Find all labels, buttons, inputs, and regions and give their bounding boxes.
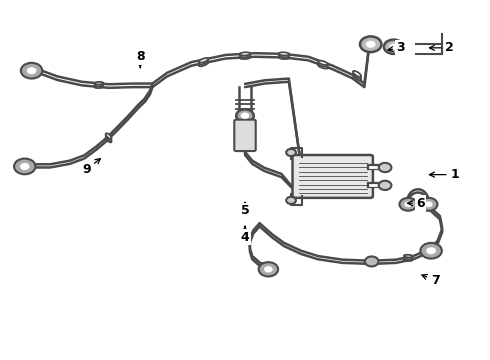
Circle shape (425, 201, 433, 207)
Circle shape (27, 67, 36, 74)
Circle shape (389, 44, 398, 50)
Circle shape (426, 247, 436, 254)
Circle shape (241, 112, 249, 119)
Ellipse shape (240, 56, 250, 59)
Text: 1: 1 (429, 168, 459, 181)
Ellipse shape (279, 52, 289, 55)
Ellipse shape (199, 60, 208, 64)
Ellipse shape (404, 255, 413, 257)
Circle shape (366, 41, 375, 48)
Ellipse shape (240, 52, 250, 55)
Ellipse shape (404, 257, 413, 259)
Ellipse shape (106, 133, 111, 139)
Circle shape (379, 181, 392, 190)
Ellipse shape (199, 62, 208, 66)
Text: 2: 2 (429, 41, 454, 54)
Ellipse shape (95, 84, 103, 86)
Circle shape (420, 198, 438, 211)
Circle shape (20, 163, 29, 170)
Circle shape (399, 198, 417, 211)
Text: 5: 5 (241, 202, 249, 217)
Circle shape (384, 40, 403, 54)
Ellipse shape (95, 85, 103, 88)
Text: 7: 7 (422, 274, 440, 287)
Circle shape (286, 197, 296, 204)
Circle shape (259, 262, 278, 276)
Ellipse shape (95, 82, 103, 85)
Text: 3: 3 (388, 41, 405, 54)
Ellipse shape (353, 75, 361, 81)
Ellipse shape (318, 62, 328, 67)
Circle shape (236, 109, 254, 122)
Ellipse shape (279, 54, 289, 57)
Ellipse shape (318, 60, 328, 65)
FancyBboxPatch shape (234, 120, 256, 151)
Circle shape (21, 63, 42, 78)
Text: 4: 4 (241, 226, 249, 244)
Circle shape (379, 163, 392, 172)
Circle shape (404, 201, 412, 207)
FancyBboxPatch shape (293, 155, 373, 198)
Text: 9: 9 (82, 159, 100, 176)
Ellipse shape (106, 137, 111, 142)
Circle shape (286, 149, 296, 156)
Circle shape (14, 158, 35, 174)
Ellipse shape (240, 54, 250, 57)
Ellipse shape (404, 258, 413, 261)
Circle shape (264, 266, 273, 273)
Ellipse shape (106, 135, 111, 141)
Ellipse shape (279, 56, 289, 59)
Text: 8: 8 (136, 50, 145, 67)
Circle shape (360, 36, 381, 52)
Text: 6: 6 (408, 197, 425, 210)
Ellipse shape (353, 73, 361, 79)
Circle shape (365, 256, 378, 266)
Circle shape (420, 243, 442, 258)
Ellipse shape (318, 64, 328, 69)
Ellipse shape (199, 58, 208, 63)
Ellipse shape (353, 71, 361, 77)
